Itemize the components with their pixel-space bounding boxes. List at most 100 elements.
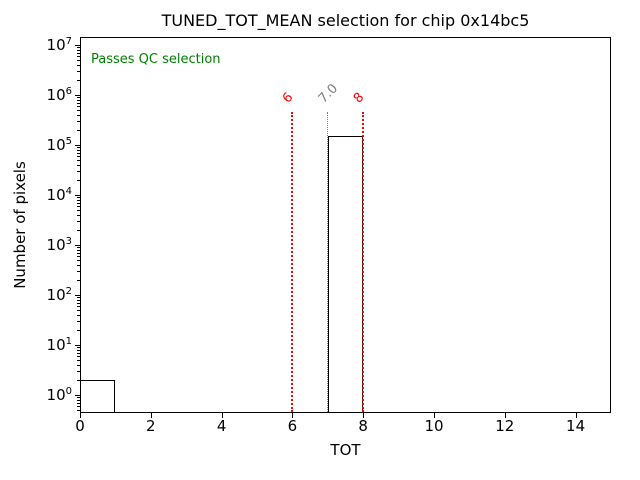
- x-tick-label: 0: [75, 417, 85, 435]
- x-tick: [80, 413, 81, 418]
- y-minor-tick: [77, 106, 80, 108]
- x-tick-label: 10: [424, 417, 444, 435]
- y-minor-tick: [77, 147, 80, 149]
- histogram-bar: [80, 380, 116, 412]
- x-tick: [434, 413, 435, 418]
- y-minor-tick: [77, 97, 80, 99]
- y-minor-tick: [77, 402, 80, 404]
- y-minor-tick: [77, 410, 80, 412]
- y-minor-tick: [77, 60, 80, 62]
- y-minor-tick: [77, 49, 80, 51]
- x-tick-label: 2: [146, 417, 156, 435]
- y-minor-tick: [77, 71, 80, 73]
- y-minor-tick: [77, 315, 80, 317]
- y-tick: [75, 345, 80, 347]
- y-minor-tick: [77, 215, 80, 216]
- y-minor-tick: [77, 265, 80, 267]
- y-minor-tick: [77, 252, 80, 254]
- y-tick-label: 104: [46, 186, 72, 205]
- y-minor-tick: [77, 102, 80, 104]
- y-minor-tick: [77, 80, 80, 82]
- y-minor-tick: [77, 206, 80, 208]
- y-minor-tick: [77, 356, 80, 358]
- y-minor-tick: [77, 160, 80, 162]
- y-minor-tick: [77, 299, 80, 301]
- y-minor-tick: [77, 380, 80, 382]
- x-tick-label: 12: [495, 417, 515, 435]
- y-minor-tick: [77, 99, 80, 101]
- y-minor-tick: [77, 330, 80, 332]
- x-axis-label: TOT: [330, 441, 361, 459]
- y-tick-label: 107: [46, 36, 72, 55]
- y-minor-tick: [77, 371, 80, 373]
- y-tick-label: 102: [46, 286, 72, 305]
- y-tick: [75, 295, 80, 297]
- x-tick: [363, 413, 365, 418]
- center-line: [327, 112, 328, 412]
- x-tick-label: 14: [566, 417, 586, 435]
- y-tick: [75, 245, 80, 247]
- y-minor-tick: [77, 310, 80, 312]
- y-minor-tick: [77, 260, 80, 262]
- y-minor-tick: [77, 280, 80, 282]
- x-tick: [575, 413, 577, 418]
- y-tick: [75, 145, 80, 147]
- y-minor-tick: [77, 130, 80, 132]
- y-minor-tick: [77, 271, 80, 273]
- y-minor-tick: [77, 210, 80, 212]
- y-minor-tick: [77, 406, 80, 408]
- x-tick: [150, 413, 152, 418]
- y-minor-tick: [77, 397, 80, 399]
- y-minor-tick: [77, 56, 80, 58]
- y-minor-tick: [77, 321, 80, 323]
- y-minor-tick: [77, 365, 80, 367]
- cut-line: [291, 112, 294, 412]
- y-tick-label: 103: [46, 236, 72, 255]
- y-minor-tick: [77, 149, 80, 151]
- x-tick-label: 4: [216, 417, 227, 435]
- y-minor-tick: [77, 156, 80, 158]
- y-minor-tick: [77, 256, 80, 258]
- histogram-bar: [327, 136, 364, 412]
- y-minor-tick: [77, 247, 80, 249]
- y-minor-tick: [77, 47, 80, 49]
- y-tick: [75, 395, 80, 397]
- y-minor-tick: [77, 110, 80, 112]
- y-tick-label: 105: [46, 136, 72, 155]
- x-tick: [504, 413, 506, 418]
- y-minor-tick: [77, 52, 80, 54]
- y-minor-tick: [77, 249, 80, 251]
- y-minor-tick: [77, 360, 80, 362]
- x-tick-label: 8: [358, 417, 368, 435]
- y-minor-tick: [77, 199, 80, 201]
- y-minor-tick: [77, 350, 80, 351]
- x-tick: [292, 413, 294, 418]
- y-minor-tick: [77, 400, 80, 401]
- y-minor-tick: [77, 197, 80, 199]
- cut-line: [362, 112, 365, 412]
- y-minor-tick: [77, 171, 80, 173]
- y-minor-tick: [77, 297, 80, 299]
- x-tick: [221, 413, 223, 418]
- x-tick-label: 6: [287, 417, 298, 435]
- y-tick: [75, 45, 80, 47]
- y-minor-tick: [77, 352, 80, 354]
- y-minor-tick: [77, 152, 80, 154]
- qc-pass-annotation: Passes QC selection: [91, 52, 221, 67]
- y-minor-tick: [77, 230, 80, 232]
- y-tick: [75, 195, 80, 197]
- chart-title: TUNED_TOT_MEAN selection for chip 0x14bc…: [161, 11, 530, 30]
- y-minor-tick: [77, 306, 80, 308]
- y-tick-label: 106: [46, 86, 72, 105]
- y-tick-label: 101: [46, 336, 72, 355]
- y-minor-tick: [77, 121, 80, 123]
- y-minor-tick: [77, 165, 80, 166]
- y-minor-tick: [77, 114, 80, 116]
- y-minor-tick: [77, 202, 80, 204]
- y-minor-tick: [77, 64, 80, 66]
- y-tick: [75, 95, 80, 97]
- y-minor-tick: [77, 347, 80, 349]
- y-minor-tick: [77, 221, 80, 223]
- y-axis-label: Number of pixels: [11, 161, 29, 289]
